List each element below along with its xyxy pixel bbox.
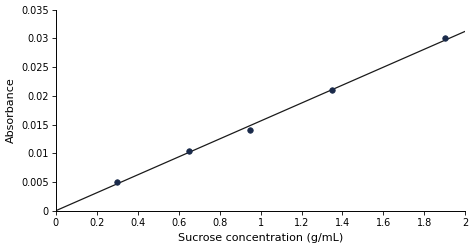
X-axis label: Sucrose concentration (g/mL): Sucrose concentration (g/mL) <box>178 234 343 244</box>
Y-axis label: Absorbance: Absorbance <box>6 77 16 143</box>
